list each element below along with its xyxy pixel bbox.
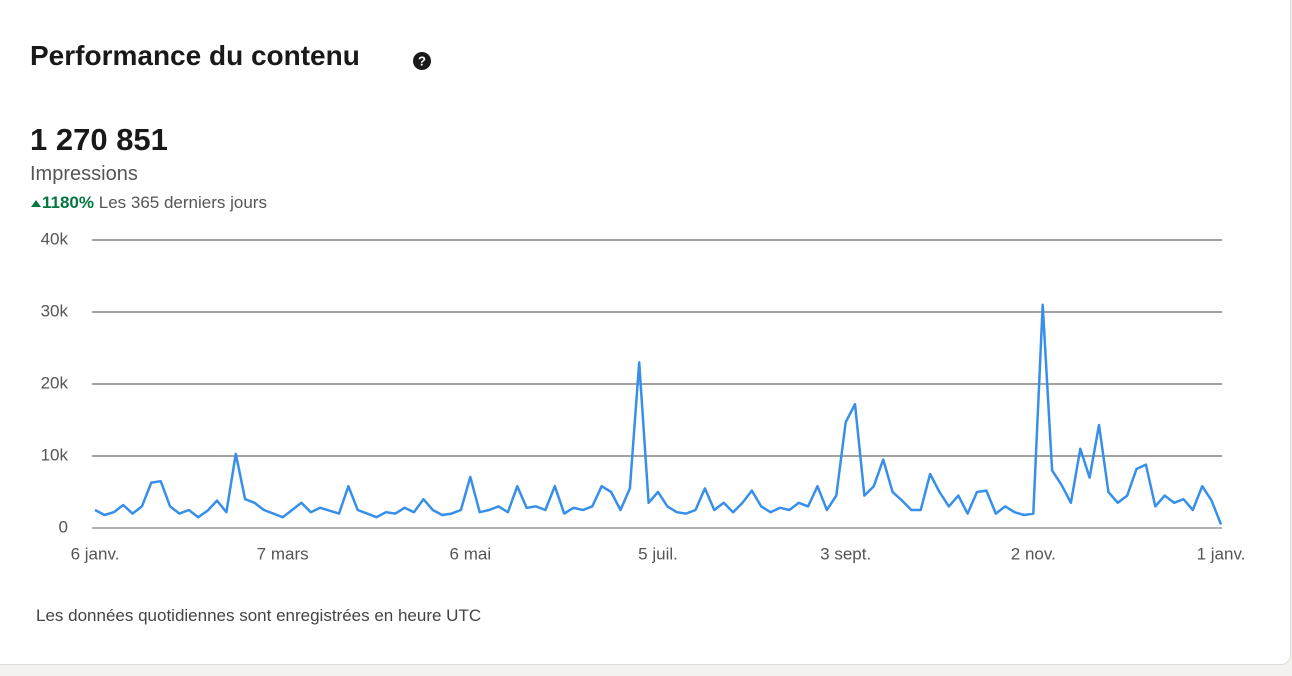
x-tick-label: 3 sept.: [820, 544, 871, 563]
y-tick-label: 30k: [41, 301, 69, 320]
metric-label: Impressions: [30, 163, 138, 185]
total-value: 1 270 851: [30, 122, 168, 157]
line-series: [94, 303, 1223, 525]
chart: 0 10k 20k 30k 40k 6 janv. 7 mars 6 mai 5 juil. 3 …: [41, 229, 1246, 563]
period: Les 365 derniers jours: [98, 193, 267, 212]
y-tick-label: 10k: [41, 445, 69, 464]
svg-text:?: ?: [418, 53, 426, 68]
footer-note: Les données quotidiennes sont enregistré…: [36, 606, 482, 625]
x-tick-label: 6 mai: [450, 544, 492, 563]
x-tick-label: 1 janv.: [1197, 544, 1246, 563]
card-title: Performance du contenu: [30, 40, 360, 71]
help-icon[interactable]: ?: [412, 51, 432, 71]
up-arrow: [31, 200, 41, 207]
change-row: 1180% Les 365 derniers jours: [30, 193, 267, 213]
x-tick-label: 2 nov.: [1011, 544, 1056, 563]
x-tick-label: 6 janv.: [71, 544, 120, 563]
y-tick-label: 20k: [41, 373, 69, 392]
change-value: 1180%: [42, 193, 94, 212]
x-tick-label: 5 juil.: [638, 544, 678, 563]
y-tick-label: 40k: [41, 229, 69, 248]
y-tick-label: 0: [59, 517, 68, 536]
x-tick-label: 7 mars: [257, 544, 309, 563]
